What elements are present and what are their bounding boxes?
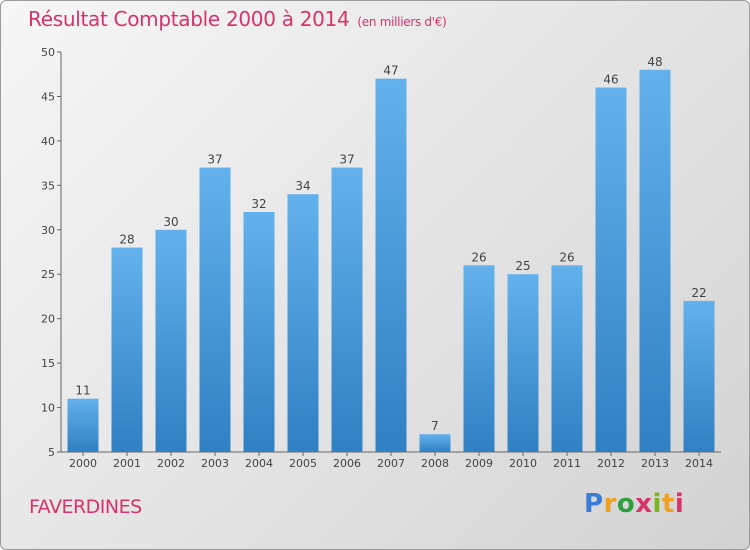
y-tick-label: 25 [41,268,55,281]
x-tick-label: 2012 [597,457,625,470]
y-tick-label: 30 [41,224,55,237]
x-tick-label: 2009 [465,457,493,470]
x-tick-label: 2010 [509,457,537,470]
x-tick-label: 2005 [289,457,317,470]
logo-letter: i [674,489,685,519]
bar-value-label: 46 [603,73,618,87]
chart-title-text: Résultat Comptable 2000 à 2014 [28,7,350,31]
y-tick-label: 5 [48,446,55,459]
x-tick-label: 2007 [377,457,405,470]
y-tick-label: 50 [41,46,55,59]
y-tick-label: 45 [41,90,55,103]
chart-title-unit: (en milliers d'€) [357,15,447,29]
bar [463,265,495,452]
logo-letter: i [652,489,662,519]
bar-value-label: 30 [163,215,178,229]
bar [155,229,187,452]
bar [419,434,451,452]
bar-value-label: 22 [691,286,706,300]
y-tick-label: 40 [41,135,55,148]
x-tick-label: 2011 [553,457,581,470]
logo-letter: x [635,489,653,519]
bar-value-label: 25 [515,259,530,273]
bar [111,247,143,452]
bar-value-label: 26 [559,250,574,264]
bar [375,78,407,453]
logo-letter: o [616,489,636,519]
y-tick-label: 20 [41,313,55,326]
y-tick-label: 10 [41,402,55,415]
bar [595,87,627,453]
logo-letter: P [584,489,604,519]
x-tick-label: 2014 [685,457,713,470]
x-tick-label: 2003 [201,457,229,470]
bar-value-label: 48 [647,55,662,69]
bar-value-label: 47 [383,64,398,78]
chart-title: Résultat Comptable 2000 à 2014 (en millie… [28,7,447,31]
x-tick-label: 2013 [641,457,669,470]
bar [551,265,583,452]
x-tick-label: 2008 [421,457,449,470]
bar [639,69,671,453]
bar [199,167,231,453]
x-tick-label: 2000 [69,457,97,470]
y-tick-label: 15 [41,357,55,370]
bar-value-label: 28 [119,233,134,247]
bar-value-label: 32 [251,197,266,211]
x-tick-label: 2001 [113,457,141,470]
bar [67,398,99,452]
x-tick-label: 2002 [157,457,185,470]
x-tick-label: 2004 [245,457,273,470]
bar [331,167,363,453]
bar-value-label: 26 [471,250,486,264]
proxiti-logo: Proxiti [584,489,684,519]
bar [683,300,715,452]
city-name: FAVERDINES [29,496,142,518]
bar [507,274,539,452]
logo-letter: t [661,489,675,519]
x-tick-label: 2006 [333,457,361,470]
bar-value-label: 34 [295,179,310,193]
bar-value-label: 37 [339,153,354,167]
bar [243,212,275,452]
bar-value-label: 7 [431,419,439,433]
bar [287,194,319,452]
logo-letter: r [603,489,617,519]
bar-value-label: 11 [75,384,90,398]
bar-value-label: 37 [207,153,222,167]
y-tick-label: 35 [41,179,55,192]
